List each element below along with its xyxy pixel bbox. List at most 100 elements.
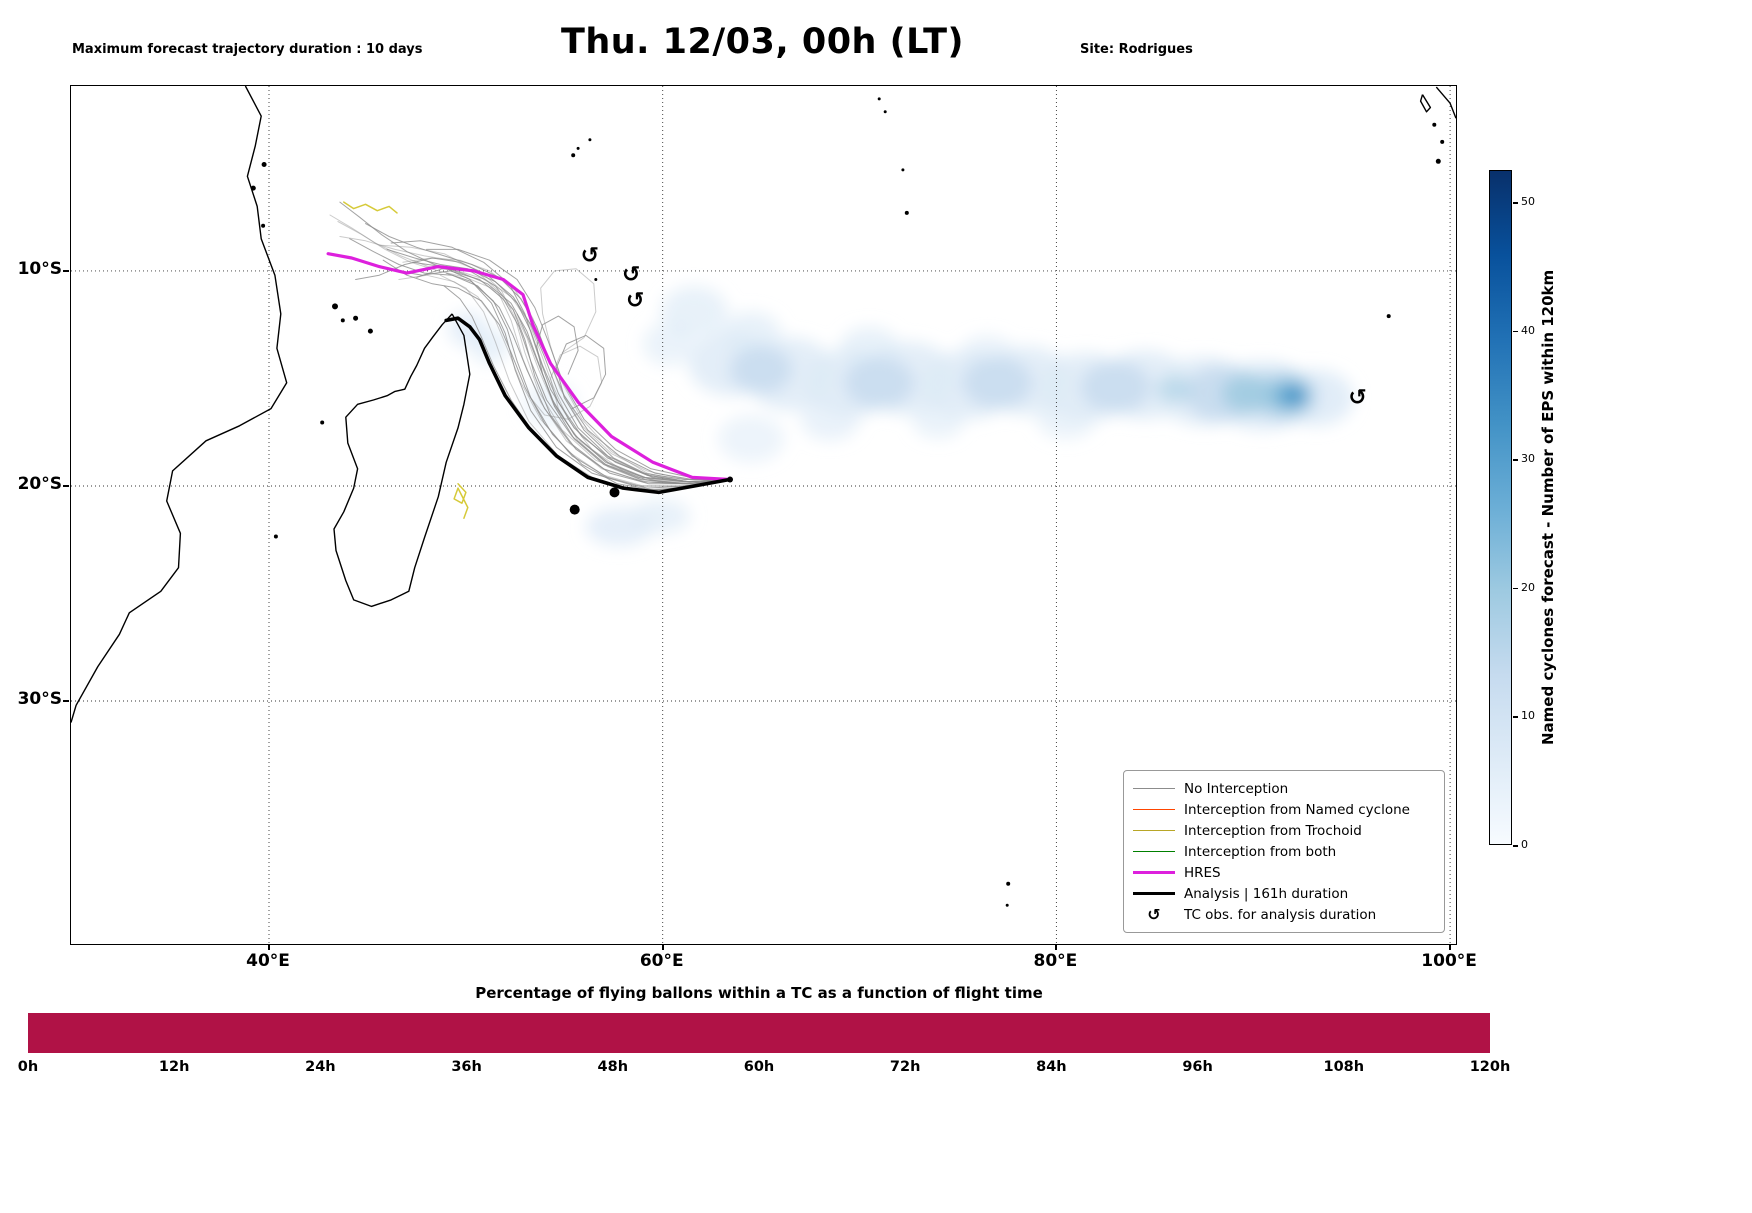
colorbar-tick-mark <box>1513 845 1518 847</box>
legend-label: No Interception <box>1184 780 1289 797</box>
legend-item: Interception from Named cyclone <box>1133 799 1435 820</box>
legend-item: Interception from both <box>1133 841 1435 862</box>
coastline-layer <box>71 86 1456 907</box>
legend-line <box>1133 830 1175 831</box>
legend-item: Interception from Trochoid <box>1133 820 1435 841</box>
legend-label: Interception from Trochoid <box>1184 822 1362 839</box>
y-tick-label: 10°S <box>17 258 62 279</box>
island <box>340 318 345 323</box>
eps-density-blob <box>1080 361 1151 413</box>
colorbar-tick-mark <box>1513 587 1518 590</box>
balloon-bar-segment <box>160 1013 294 1053</box>
legend-line-sample <box>1133 809 1175 810</box>
balloon-x-tick-label: 120h <box>1469 1059 1511 1075</box>
ensemble-track <box>412 261 731 487</box>
balloon-x-tick-label: 36h <box>451 1059 482 1075</box>
eps-density-blob <box>1283 387 1306 405</box>
island <box>877 97 881 101</box>
colorbar-tick-label: 0 <box>1521 838 1528 851</box>
balloon-bar-segment <box>825 1013 959 1053</box>
colorbar-tick-mark <box>1513 716 1518 718</box>
y-tick-label: 30°S <box>17 689 62 709</box>
island <box>261 162 267 167</box>
legend-line-sample <box>1133 892 1175 895</box>
island <box>594 278 598 281</box>
legend-line-sample <box>1133 871 1175 874</box>
balloon-bar <box>28 1013 1490 1053</box>
x-tick-label: 100°E <box>1421 951 1477 971</box>
ensemble-track <box>349 238 731 485</box>
x-tick-mark <box>1055 944 1058 950</box>
legend-item: HRES <box>1133 862 1435 883</box>
eps-density-blob <box>1156 376 1193 403</box>
eps-density-blob <box>631 498 691 534</box>
y-tick-label: 20°S <box>17 473 62 494</box>
africa-coastline <box>71 86 288 723</box>
legend-line <box>1133 851 1175 852</box>
ensemble-track <box>339 236 731 483</box>
ensemble-track <box>365 223 731 480</box>
balloon-x-tick-label: 84h <box>1036 1059 1067 1075</box>
trochoid-track <box>343 201 398 214</box>
ensemble-track <box>540 268 731 483</box>
colorbar-tick-label: 30 <box>1521 452 1535 466</box>
eps-density-blob <box>1036 399 1096 439</box>
y-tick-mark <box>63 700 69 702</box>
island <box>571 153 576 158</box>
balloon-x-tick-label: 72h <box>889 1059 921 1075</box>
legend-item: ↺ TC obs. for analysis duration <box>1133 904 1435 925</box>
balloon-chart-title: Percentage of flying ballons within a TC… <box>475 984 1043 1002</box>
analysis-track <box>444 316 732 495</box>
legend-item: Analysis | 161h duration <box>1133 883 1435 904</box>
x-tick-label: 60°E <box>639 951 684 971</box>
legend-line <box>1133 892 1175 895</box>
ensemble-track <box>398 274 731 487</box>
ensemble-track <box>378 244 731 485</box>
legend-line <box>1133 871 1175 874</box>
colorbar-tick-mark <box>1513 459 1518 461</box>
tc-obs-symbol: ↺ <box>622 263 640 288</box>
x-tick-mark <box>661 944 664 950</box>
colorbar-tick-label: 50 <box>1521 195 1535 209</box>
balloon-x-tick-label: 60h <box>743 1059 775 1075</box>
sumatra-coastline <box>1435 86 1456 119</box>
figure-title: Thu. 12/03, 00h (LT) <box>560 22 965 62</box>
x-tick-label: 80°E <box>1033 951 1078 971</box>
y-tick-mark <box>63 484 69 487</box>
tc-obs-symbol: ↺ <box>1348 385 1366 410</box>
ensemble-track <box>555 334 731 483</box>
eps-density-blob <box>912 404 964 439</box>
legend-label: Analysis | 161h duration <box>1184 885 1349 902</box>
legend-label: Interception from Named cyclone <box>1184 801 1410 818</box>
ensemble-track <box>426 248 731 480</box>
island <box>609 487 620 498</box>
island <box>1005 903 1009 907</box>
meta-site: Site: Rodrigues <box>1080 42 1193 57</box>
ensemble-track <box>382 259 731 489</box>
island <box>1006 881 1011 886</box>
legend-line-sample <box>1133 788 1175 789</box>
param-max-duration: Maximum forecast trajectory duration : 1… <box>72 42 423 57</box>
legend-line-sample <box>1133 851 1175 852</box>
island <box>1435 158 1441 164</box>
balloon-x-tick-label: 0h <box>17 1059 39 1075</box>
legend-line <box>1133 809 1175 810</box>
madagascar-coastline <box>333 313 471 608</box>
colorbar-tick-mark <box>1513 202 1518 204</box>
trajectory-layer <box>326 201 732 519</box>
island <box>353 315 359 321</box>
ensemble-track <box>355 257 731 480</box>
colorbar <box>1489 170 1512 845</box>
island <box>883 110 887 114</box>
tc-obs-symbol: ↺ <box>581 243 599 268</box>
eps-density-blob <box>717 415 785 463</box>
balloon-x-tick-label: 48h <box>597 1059 629 1075</box>
eps-density-blob <box>800 397 860 441</box>
balloon-x-tick-label: 108h <box>1323 1059 1365 1075</box>
colorbar-tick-mark <box>1513 330 1518 333</box>
trochoid-track <box>453 483 469 519</box>
balloon-x-tick-label: 24h <box>305 1059 336 1075</box>
x-tick-label: 40°E <box>246 951 290 971</box>
x-tick-mark <box>1449 944 1452 950</box>
